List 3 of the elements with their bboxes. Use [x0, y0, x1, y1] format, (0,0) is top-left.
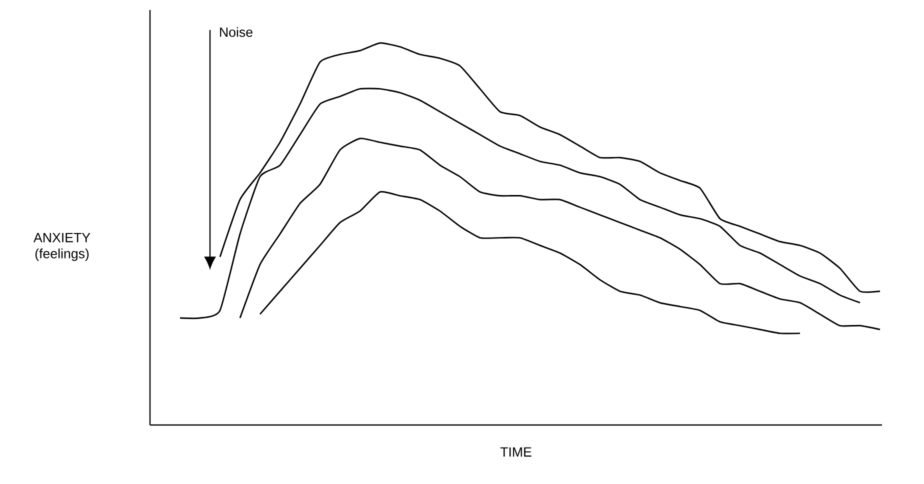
text: Noise — [220, 27, 252, 37]
x-axis-title: TIME — [500, 447, 532, 457]
y-axis-title: ANXIETY (feelings) — [34, 233, 90, 261]
